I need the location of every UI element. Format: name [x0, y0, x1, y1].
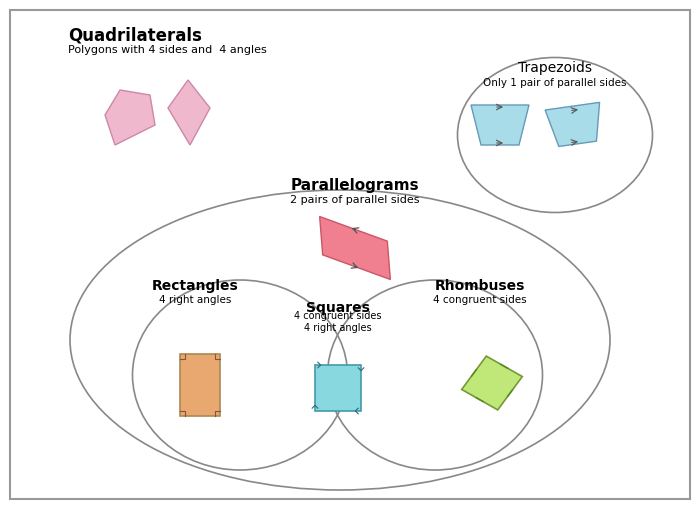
- Text: Parallelograms: Parallelograms: [290, 178, 419, 192]
- Polygon shape: [545, 102, 600, 147]
- Text: Rectangles: Rectangles: [152, 279, 239, 293]
- Text: Polygons with 4 sides and  4 angles: Polygons with 4 sides and 4 angles: [68, 45, 267, 55]
- Bar: [180, 354, 220, 416]
- Text: Only 1 pair of parallel sides: Only 1 pair of parallel sides: [483, 78, 626, 88]
- Polygon shape: [105, 90, 155, 145]
- Polygon shape: [168, 80, 210, 145]
- Text: Quadrilaterals: Quadrilaterals: [68, 26, 202, 44]
- Ellipse shape: [458, 58, 652, 212]
- Text: 4 right angles: 4 right angles: [159, 295, 231, 305]
- Text: Trapezoids: Trapezoids: [518, 61, 592, 75]
- Polygon shape: [471, 105, 529, 145]
- Polygon shape: [320, 216, 391, 279]
- Text: 4 congruent sides: 4 congruent sides: [433, 295, 527, 305]
- Text: 2 pairs of parallel sides: 2 pairs of parallel sides: [290, 195, 420, 205]
- Polygon shape: [462, 356, 522, 410]
- Text: Squares: Squares: [306, 301, 370, 315]
- Text: 4 congruent sides
4 right angles: 4 congruent sides 4 right angles: [294, 311, 382, 333]
- Polygon shape: [315, 365, 361, 411]
- Text: Rhombuses: Rhombuses: [435, 279, 525, 293]
- FancyBboxPatch shape: [10, 10, 690, 499]
